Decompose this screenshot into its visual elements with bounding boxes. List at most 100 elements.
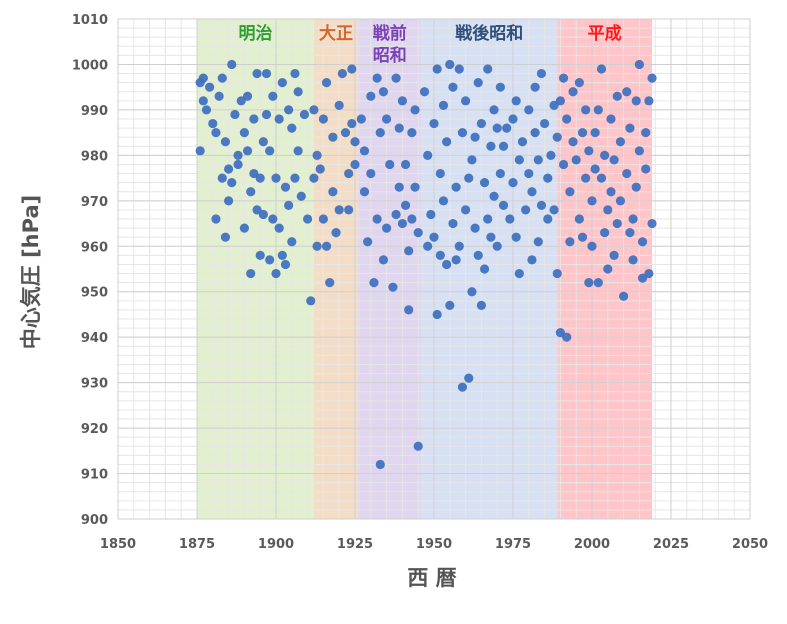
data-point xyxy=(555,96,566,106)
data-point xyxy=(220,137,231,147)
data-point xyxy=(486,232,496,242)
data-point xyxy=(540,118,550,129)
data-point xyxy=(619,291,629,301)
data-point xyxy=(410,182,420,192)
data-point xyxy=(473,250,483,260)
data-point xyxy=(242,146,253,156)
data-point xyxy=(432,309,442,320)
data-point xyxy=(265,255,275,265)
data-point xyxy=(331,228,341,238)
y-axis-label: 中心気圧 [hPa] xyxy=(19,195,43,349)
data-point xyxy=(233,150,243,160)
data-point xyxy=(495,82,505,92)
data-point xyxy=(290,68,300,79)
data-point xyxy=(344,168,354,179)
data-point xyxy=(309,105,319,115)
data-point xyxy=(435,250,445,260)
data-point xyxy=(258,137,268,147)
y-tick-label: 930 xyxy=(81,377,108,392)
data-point xyxy=(404,246,414,256)
data-point xyxy=(233,159,243,170)
data-point xyxy=(514,155,524,165)
data-point xyxy=(334,205,344,215)
data-point xyxy=(454,241,464,251)
data-point xyxy=(508,178,518,188)
data-point xyxy=(299,109,310,120)
data-point xyxy=(596,64,607,74)
y-tick-label: 960 xyxy=(81,240,108,255)
data-point xyxy=(644,268,654,279)
y-tick-label: 910 xyxy=(81,468,108,483)
data-point xyxy=(246,187,256,197)
data-point xyxy=(524,168,534,179)
data-point xyxy=(239,223,249,233)
data-point xyxy=(334,100,344,110)
data-point xyxy=(347,118,357,129)
data-point xyxy=(558,159,569,170)
data-point xyxy=(287,237,297,247)
x-axis-label: 西 暦 xyxy=(407,566,456,590)
data-point xyxy=(435,168,445,179)
data-point xyxy=(293,146,303,156)
x-tick-label: 1850 xyxy=(100,537,136,552)
data-point xyxy=(423,150,433,160)
data-point xyxy=(413,228,423,238)
data-point xyxy=(372,73,382,83)
data-point xyxy=(442,259,452,270)
data-point xyxy=(432,64,442,74)
data-point xyxy=(612,218,622,229)
x-tick-label: 1900 xyxy=(258,537,294,552)
data-point xyxy=(483,214,493,224)
x-tick-label: 2000 xyxy=(574,537,610,552)
y-tick-label: 900 xyxy=(81,513,108,528)
data-point xyxy=(606,114,616,124)
data-point xyxy=(489,105,499,115)
data-point xyxy=(464,373,474,383)
major-gridlines xyxy=(117,18,751,520)
data-point xyxy=(205,82,215,92)
y-tick-label: 990 xyxy=(81,104,108,119)
data-point xyxy=(397,96,407,106)
data-point xyxy=(211,214,221,224)
data-point xyxy=(517,137,528,147)
data-point xyxy=(394,182,404,192)
data-point xyxy=(641,164,651,174)
data-point xyxy=(284,200,294,210)
data-point xyxy=(615,196,626,206)
data-point xyxy=(366,168,376,179)
data-point xyxy=(584,278,594,288)
y-tick-labels: 900 910 920 930 940 950 960 970 980 990 1000 1010 xyxy=(72,13,108,528)
data-point xyxy=(451,255,461,265)
data-point xyxy=(287,123,297,133)
data-point xyxy=(495,168,505,179)
data-point xyxy=(533,237,543,247)
data-point xyxy=(224,164,234,174)
data-point xyxy=(419,87,430,97)
data-point xyxy=(356,114,366,124)
data-point xyxy=(397,218,407,229)
data-point xyxy=(647,218,657,229)
data-point xyxy=(505,214,515,224)
data-point xyxy=(438,100,449,110)
data-point xyxy=(549,100,559,110)
data-point xyxy=(577,232,588,242)
data-point xyxy=(293,87,303,97)
data-point xyxy=(479,178,490,188)
y-tick-label: 940 xyxy=(81,331,108,346)
data-point xyxy=(476,118,486,129)
data-point xyxy=(318,114,328,124)
data-point xyxy=(217,173,227,183)
data-point xyxy=(615,137,626,147)
data-point xyxy=(555,328,566,338)
data-point xyxy=(546,150,556,160)
data-point xyxy=(303,214,313,224)
data-point xyxy=(328,132,338,142)
data-point xyxy=(321,241,332,251)
data-point xyxy=(442,137,452,147)
data-point xyxy=(227,178,237,188)
data-point xyxy=(391,73,401,83)
data-point xyxy=(558,73,569,83)
data-point xyxy=(590,164,600,174)
data-point xyxy=(318,214,328,224)
